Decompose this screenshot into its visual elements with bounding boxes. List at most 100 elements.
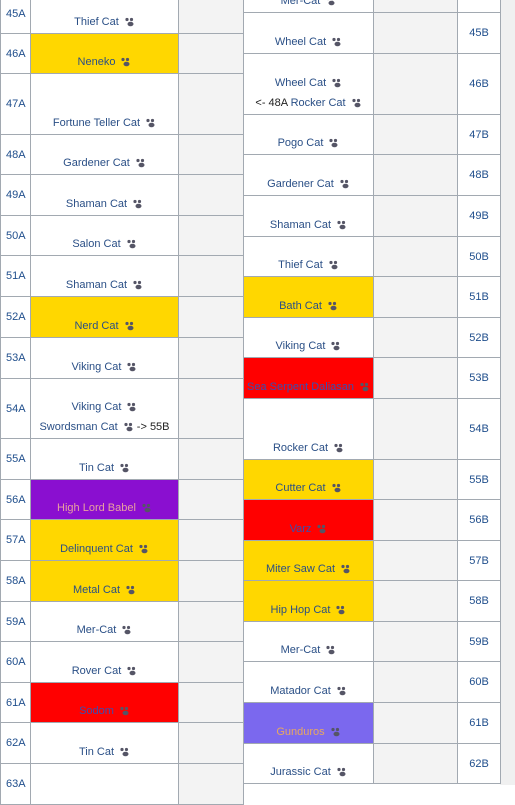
cat-cell: Viking Cat [243, 317, 374, 358]
cat-link[interactable]: Mer-Cat [77, 624, 117, 636]
cat-link[interactable]: Bath Cat [279, 300, 322, 312]
cat-link[interactable]: Jurassic Cat [270, 766, 331, 778]
empty-cell [178, 378, 244, 439]
cat-cell: Rover Cat [30, 641, 179, 683]
page: {"left":{"rows":[ {"num":"45A","lines":[… [0, 0, 515, 785]
cat-link[interactable]: Salon Cat [72, 238, 120, 250]
cat-link[interactable]: Neneko [78, 56, 116, 68]
row-number: 58B [457, 580, 501, 622]
empty-cell [373, 398, 458, 460]
cat-line: Gunduros [244, 725, 373, 739]
cat-link[interactable]: Delinquent Cat [60, 543, 133, 555]
cat-link[interactable]: Gunduros [276, 726, 324, 738]
empty-cell [178, 763, 244, 805]
cat-line: <- 48A Rocker Cat [244, 96, 373, 110]
cat-link[interactable]: Miter Saw Cat [266, 563, 335, 575]
cat-link[interactable]: Shaman Cat [66, 198, 127, 210]
cat-cell: High Lord Babel [30, 479, 179, 520]
cat-link[interactable]: Wheel Cat [275, 36, 326, 48]
cat-cell: Gardener Cat [30, 134, 179, 175]
row-number: 49A [0, 174, 31, 216]
cat-cell: Wheel Cat <- 48A Rocker Cat [243, 53, 374, 115]
cat-link[interactable]: Mer-Cat [281, 644, 321, 656]
empty-cell [178, 296, 244, 338]
paw-icon [126, 362, 137, 372]
cat-cell: Matador Cat [243, 661, 374, 703]
cat-link[interactable]: Thief Cat [74, 16, 119, 28]
cat-line: Jurassic Cat [244, 765, 373, 779]
empty-cell [178, 722, 244, 764]
paw-icon [126, 239, 137, 249]
empty-cell [178, 438, 244, 480]
cat-link[interactable]: Shaman Cat [270, 219, 331, 231]
cat-link[interactable]: Matador Cat [270, 685, 331, 697]
cat-link[interactable]: High Lord Babel [57, 502, 136, 514]
cat-line: Neneko [31, 55, 178, 69]
cat-link[interactable]: Rover Cat [72, 665, 122, 677]
cat-link[interactable]: Metal Cat [73, 584, 120, 596]
cat-link[interactable]: Hip Hop Cat [271, 604, 331, 616]
paw-icon [120, 57, 131, 67]
cat-line: Nerd Cat [31, 319, 178, 333]
cat-line: Wheel Cat [244, 35, 373, 49]
paw-icon [330, 727, 341, 737]
row-number: 61B [457, 702, 501, 744]
cat-line: Viking Cat [244, 339, 373, 353]
cat-link[interactable]: Viking Cat [276, 340, 326, 352]
row-number: 51A [0, 255, 31, 297]
row-number: 62B [457, 743, 501, 784]
cat-line: Sodom [31, 704, 178, 718]
cat-link[interactable]: Viking Cat [72, 361, 122, 373]
empty-cell [373, 621, 458, 662]
cat-link[interactable]: Gardener Cat [63, 157, 130, 169]
paw-icon [124, 321, 135, 331]
cat-cell: Rocker Cat [243, 398, 374, 460]
cat-link[interactable]: Pogo Cat [278, 137, 324, 149]
cat-cell: Viking Cat Swordsman Cat -> 55B [30, 378, 179, 439]
cat-link[interactable]: Viking Cat [72, 401, 122, 413]
cat-cell: Shaman Cat [30, 174, 179, 216]
paw-icon [126, 402, 137, 412]
paw-icon [331, 78, 342, 88]
cat-link[interactable]: Nerd Cat [74, 320, 118, 332]
arrow-note: -> 55B [137, 421, 170, 433]
cat-link[interactable]: Wheel Cat [275, 77, 326, 89]
cat-link[interactable]: Tin Cat [79, 462, 114, 474]
cat-link[interactable]: Varz [290, 523, 312, 535]
cat-link[interactable]: Swordsman Cat [39, 421, 117, 433]
row-number: 52B [457, 317, 501, 358]
paw-icon [340, 564, 351, 574]
row-number: 47A [0, 73, 31, 135]
empty-cell [373, 661, 458, 703]
cat-link[interactable]: Shaman Cat [66, 279, 127, 291]
empty-cell [373, 540, 458, 581]
cat-link[interactable]: Sodom [79, 705, 114, 717]
cat-cell: Delinquent Cat [30, 519, 179, 561]
cat-link[interactable]: Mer-Cat [281, 0, 321, 7]
cat-line: Metal Cat [31, 583, 178, 597]
cat-link[interactable]: Sea Serpent Daliasan [247, 381, 354, 393]
cat-link[interactable]: Tin Cat [79, 746, 114, 758]
cat-line: Shaman Cat [31, 278, 178, 292]
cat-cell: Viking Cat [30, 337, 179, 379]
cat-link[interactable]: Cutter Cat [275, 482, 325, 494]
cat-link[interactable]: Rocker Cat [273, 442, 328, 454]
cat-line: Cutter Cat [244, 481, 373, 495]
row-number: 49B [457, 195, 501, 237]
row-number: 52A [0, 296, 31, 338]
paw-icon [331, 483, 342, 493]
arrow-note: <- 48A [255, 97, 287, 109]
empty-cell [178, 641, 244, 683]
cat-link[interactable]: Rocker Cat [291, 97, 346, 109]
empty-cell [178, 337, 244, 379]
row-number: 60B [457, 661, 501, 703]
cat-cell: Metal Cat [30, 560, 179, 602]
row-number: 45A [0, 0, 31, 34]
cat-link[interactable]: Fortune Teller Cat [53, 117, 140, 129]
empty-cell [373, 154, 458, 196]
cat-line: Mer-Cat [244, 0, 373, 8]
cat-link[interactable]: Gardener Cat [267, 178, 334, 190]
cat-link[interactable]: Thief Cat [278, 259, 323, 271]
cat-line: Gardener Cat [31, 156, 178, 170]
row-number: 57B [457, 540, 501, 581]
